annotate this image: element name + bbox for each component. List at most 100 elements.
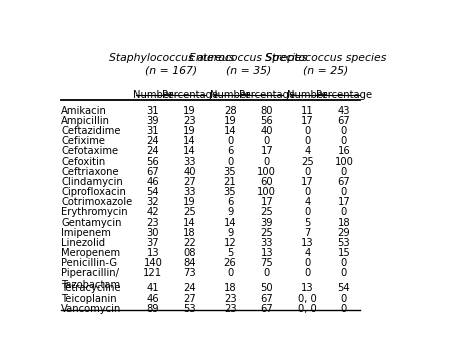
Text: 0: 0	[341, 207, 347, 217]
Text: 25: 25	[301, 157, 314, 167]
Text: 33: 33	[183, 157, 196, 167]
Text: 21: 21	[224, 177, 237, 187]
Text: 4: 4	[304, 248, 310, 258]
Text: 60: 60	[261, 177, 273, 187]
Text: 4: 4	[304, 146, 310, 157]
Text: 22: 22	[183, 238, 196, 248]
Text: 53: 53	[183, 304, 196, 314]
Text: 0: 0	[341, 187, 347, 197]
Text: 0: 0	[304, 167, 310, 177]
Text: Clindamycin: Clindamycin	[61, 177, 123, 187]
Text: 50: 50	[261, 284, 273, 293]
Text: 41: 41	[146, 284, 159, 293]
Text: 0: 0	[341, 258, 347, 268]
Text: 40: 40	[183, 167, 196, 177]
Text: 67: 67	[260, 294, 273, 304]
Text: Piperacillin/
Tazobactam: Piperacillin/ Tazobactam	[61, 268, 120, 290]
Text: 19: 19	[183, 106, 196, 116]
Text: Ceftazidime: Ceftazidime	[61, 126, 120, 136]
Text: Linezolid: Linezolid	[61, 238, 105, 248]
Text: 46: 46	[146, 294, 159, 304]
Text: 11: 11	[301, 106, 314, 116]
Text: 53: 53	[337, 238, 350, 248]
Text: 75: 75	[260, 258, 273, 268]
Text: 40: 40	[261, 126, 273, 136]
Text: 0: 0	[341, 294, 347, 304]
Text: 100: 100	[335, 157, 354, 167]
Text: 24: 24	[183, 284, 196, 293]
Text: 0, 0: 0, 0	[298, 294, 317, 304]
Text: Amikacin: Amikacin	[61, 106, 107, 116]
Text: 17: 17	[337, 197, 350, 207]
Text: 121: 121	[143, 268, 163, 278]
Text: 35: 35	[224, 167, 237, 177]
Text: 4: 4	[304, 197, 310, 207]
Text: 54: 54	[337, 284, 350, 293]
Text: Imipenem: Imipenem	[61, 228, 111, 238]
Text: Number: Number	[210, 90, 250, 100]
Text: Number: Number	[133, 90, 173, 100]
Text: 14: 14	[224, 218, 237, 228]
Text: 0: 0	[304, 268, 310, 278]
Text: 24: 24	[146, 146, 159, 157]
Text: 12: 12	[224, 238, 237, 248]
Text: 100: 100	[257, 187, 276, 197]
Text: 0: 0	[304, 187, 310, 197]
Text: 23: 23	[224, 294, 237, 304]
Text: 0: 0	[227, 157, 233, 167]
Text: 67: 67	[260, 304, 273, 314]
Text: 08: 08	[183, 248, 196, 258]
Text: Cefoxitin: Cefoxitin	[61, 157, 105, 167]
Text: 100: 100	[257, 167, 276, 177]
Text: 56: 56	[146, 157, 159, 167]
Text: Cotrimoxazole: Cotrimoxazole	[61, 197, 132, 207]
Text: 30: 30	[146, 228, 159, 238]
Text: 13: 13	[301, 238, 313, 248]
Text: Percentage: Percentage	[239, 90, 295, 100]
Text: 13: 13	[301, 284, 313, 293]
Text: 25: 25	[260, 228, 273, 238]
Text: 80: 80	[261, 106, 273, 116]
Text: 0, 0: 0, 0	[298, 304, 317, 314]
Text: 27: 27	[183, 294, 196, 304]
Text: 67: 67	[337, 177, 350, 187]
Text: Ciprofloxacin: Ciprofloxacin	[61, 187, 126, 197]
Text: 54: 54	[146, 187, 159, 197]
Text: 18: 18	[183, 228, 196, 238]
Text: Gentamycin: Gentamycin	[61, 218, 122, 228]
Text: 29: 29	[337, 228, 350, 238]
Text: 67: 67	[146, 167, 159, 177]
Text: 0: 0	[227, 136, 233, 146]
Text: Teicoplanin: Teicoplanin	[61, 294, 117, 304]
Text: 84: 84	[183, 258, 196, 268]
Text: 14: 14	[224, 126, 237, 136]
Text: 6: 6	[227, 197, 233, 207]
Text: 0: 0	[304, 136, 310, 146]
Text: 0: 0	[304, 207, 310, 217]
Text: Streptococcus species
(n = 25): Streptococcus species (n = 25)	[265, 54, 386, 75]
Text: 0: 0	[304, 126, 310, 136]
Text: 17: 17	[301, 177, 314, 187]
Text: Ceftriaxone: Ceftriaxone	[61, 167, 118, 177]
Text: 89: 89	[146, 304, 159, 314]
Text: Penicillin-G: Penicillin-G	[61, 258, 117, 268]
Text: 37: 37	[146, 238, 159, 248]
Text: 31: 31	[146, 126, 159, 136]
Text: 26: 26	[224, 258, 237, 268]
Text: 32: 32	[146, 197, 159, 207]
Text: 0: 0	[341, 136, 347, 146]
Text: 43: 43	[337, 106, 350, 116]
Text: Ampicillin: Ampicillin	[61, 116, 110, 126]
Text: 0: 0	[264, 157, 270, 167]
Text: 23: 23	[224, 304, 237, 314]
Text: 0: 0	[227, 268, 233, 278]
Text: 0: 0	[264, 136, 270, 146]
Text: 35: 35	[224, 187, 237, 197]
Text: 33: 33	[261, 238, 273, 248]
Text: 16: 16	[337, 146, 350, 157]
Text: Cefixime: Cefixime	[61, 136, 105, 146]
Text: 0: 0	[304, 258, 310, 268]
Text: 25: 25	[260, 207, 273, 217]
Text: 56: 56	[260, 116, 273, 126]
Text: 67: 67	[337, 116, 350, 126]
